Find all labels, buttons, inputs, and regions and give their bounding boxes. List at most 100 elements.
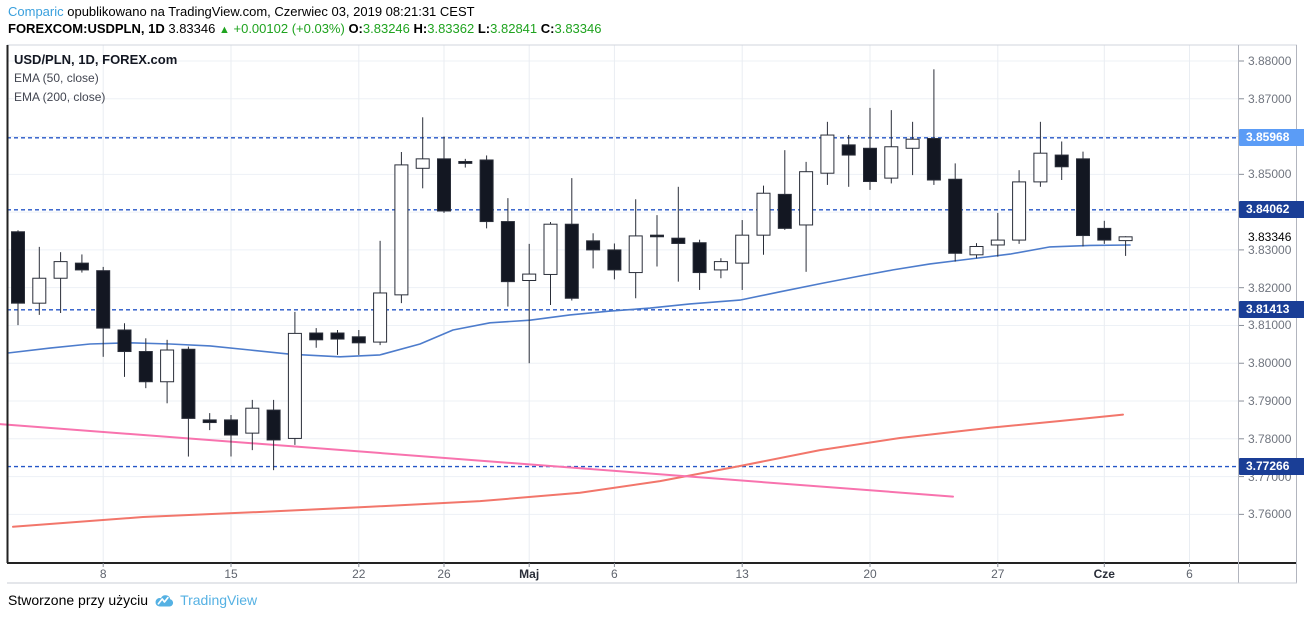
symbol-name: FOREXCOM:USDPLN, 1D (8, 21, 165, 36)
price-tick-label: 3.82000 (1248, 280, 1292, 295)
open-value: 3.83246 (362, 21, 410, 36)
time-tick-label: 6 (1186, 567, 1193, 581)
price-change: +0.00102 (+0.03%) (233, 21, 345, 36)
price-tick-label: 3.80000 (1248, 356, 1292, 371)
ema-200-close-line (12, 413, 1124, 528)
candle-bearish (1054, 154, 1069, 168)
publisher-link[interactable]: Comparic (8, 4, 64, 19)
candle-bearish (607, 249, 622, 271)
price-tick-label: 3.85000 (1248, 167, 1292, 182)
candle-bearish (564, 223, 579, 299)
price-level-badge: 3.84062 (1239, 201, 1304, 219)
candle-bullish (969, 245, 984, 256)
candle-bearish (841, 144, 856, 156)
candle-bearish (330, 332, 345, 340)
high-value: 3.83362 (427, 21, 475, 36)
time-tick-label: 15 (224, 567, 238, 581)
time-tick-label: 26 (437, 567, 451, 581)
legend-ema200: EMA (200, close) (14, 90, 106, 104)
candle-bearish (586, 240, 601, 251)
ema-50-close-line (7, 244, 1131, 358)
candle-bearish (181, 348, 196, 419)
candle-bullish (53, 261, 68, 279)
tradingview-cloud-icon[interactable] (154, 593, 176, 608)
symbol-header: FOREXCOM:USDPLN, 1D 3.83346 ▲ +0.00102 (… (8, 21, 601, 36)
candle-bullish (415, 158, 430, 169)
low-label: L: (477, 21, 491, 36)
price-tick-label: 3.76000 (1248, 507, 1292, 522)
candle-bullish (905, 138, 920, 149)
candle-bearish (11, 231, 25, 304)
time-tick-label: 8 (99, 567, 107, 581)
price-axis[interactable]: 3.88000 3.87000 3.85000 3.83000 3.82000 3.810… (1238, 45, 1304, 583)
candle-bearish (224, 419, 238, 436)
price-level-badge: 3.85968 (1239, 129, 1304, 147)
candle-bearish (309, 332, 324, 341)
time-tick-label: 13 (735, 567, 749, 581)
candle-bullish (543, 223, 558, 275)
candle-bullish (884, 146, 899, 179)
candle-bullish (32, 277, 47, 304)
last-price-value: 3.83346 (168, 21, 216, 36)
up-triangle-icon: ▲ (218, 24, 230, 36)
candle-bearish (351, 336, 366, 344)
candle-bullish (160, 349, 175, 383)
candle-bullish (756, 192, 771, 236)
attribution-footer: Stworzone przy użyciu TradingView (8, 592, 257, 608)
candle-bullish (799, 171, 814, 226)
candle-bearish (671, 237, 686, 244)
candle-bearish (458, 160, 473, 164)
close-value: 3.83346 (554, 21, 602, 36)
candle-bullish (713, 261, 728, 271)
candle-bearish (266, 409, 281, 441)
candle-bearish (202, 419, 217, 424)
price-tick-label: 3.78000 (1248, 431, 1292, 446)
candle-bearish (777, 193, 792, 229)
candle-bullish (1118, 236, 1133, 242)
publish-header: Comparic opublikowano na TradingView.com… (8, 4, 475, 19)
chart-legend: USD/PLN, 1D, FOREX.com EMA (50, close) E… (14, 50, 177, 107)
time-tick-label: 27 (991, 567, 1005, 581)
time-tick-label: Maj (519, 567, 540, 581)
candle-bearish (948, 178, 963, 254)
time-tick-label: Cze (1093, 567, 1115, 581)
candle-bullish (522, 273, 537, 282)
attribution-text: Stworzone przy użyciu (8, 592, 149, 608)
low-value: 3.82841 (490, 21, 538, 36)
candle-bullish (820, 134, 835, 174)
candle-bearish (138, 351, 153, 383)
candle-bearish (926, 137, 941, 181)
candle-bullish (394, 164, 409, 296)
price-tick-label: 3.81000 (1248, 318, 1292, 333)
candle-bearish (1097, 227, 1112, 241)
publish-info: opublikowano na TradingView.com, Czerwie… (63, 4, 475, 19)
candle-bullish (990, 239, 1005, 246)
tradingview-link[interactable]: TradingView (180, 592, 258, 608)
price-tick-label: 3.83000 (1248, 242, 1292, 257)
time-tick-label: 6 (611, 567, 618, 581)
candle-bearish (500, 221, 515, 283)
legend-ema50: EMA (50, close) (14, 71, 99, 85)
candle-bearish (692, 242, 707, 274)
open-label: O: (348, 21, 363, 36)
candle-bearish (1076, 158, 1090, 237)
candle-bullish (735, 234, 750, 264)
candle-bearish (117, 329, 132, 353)
candle-bearish (479, 159, 494, 223)
candle-bullish (1012, 181, 1027, 241)
time-axis[interactable]: 8 15 22 26 Maj 6 13 20 27 Cze 6 (0, 563, 1304, 583)
candle-bullish (287, 332, 302, 439)
price-level-badge: 3.81413 (1239, 301, 1304, 319)
candle-bearish (74, 262, 89, 271)
time-tick-label: 22 (352, 567, 366, 581)
candle-bullish (1033, 152, 1048, 183)
price-tick-label: 3.79000 (1248, 394, 1292, 409)
price-tick-label: 3.88000 (1248, 54, 1292, 68)
candle-bearish (437, 158, 451, 212)
descending-trendline-line (0, 423, 954, 498)
legend-symbol-title: USD/PLN, 1D, FOREX.com (14, 52, 178, 67)
price-level-badge: 3.77266 (1239, 458, 1304, 476)
candle-bearish (863, 147, 877, 183)
candle-bullish (373, 292, 388, 343)
